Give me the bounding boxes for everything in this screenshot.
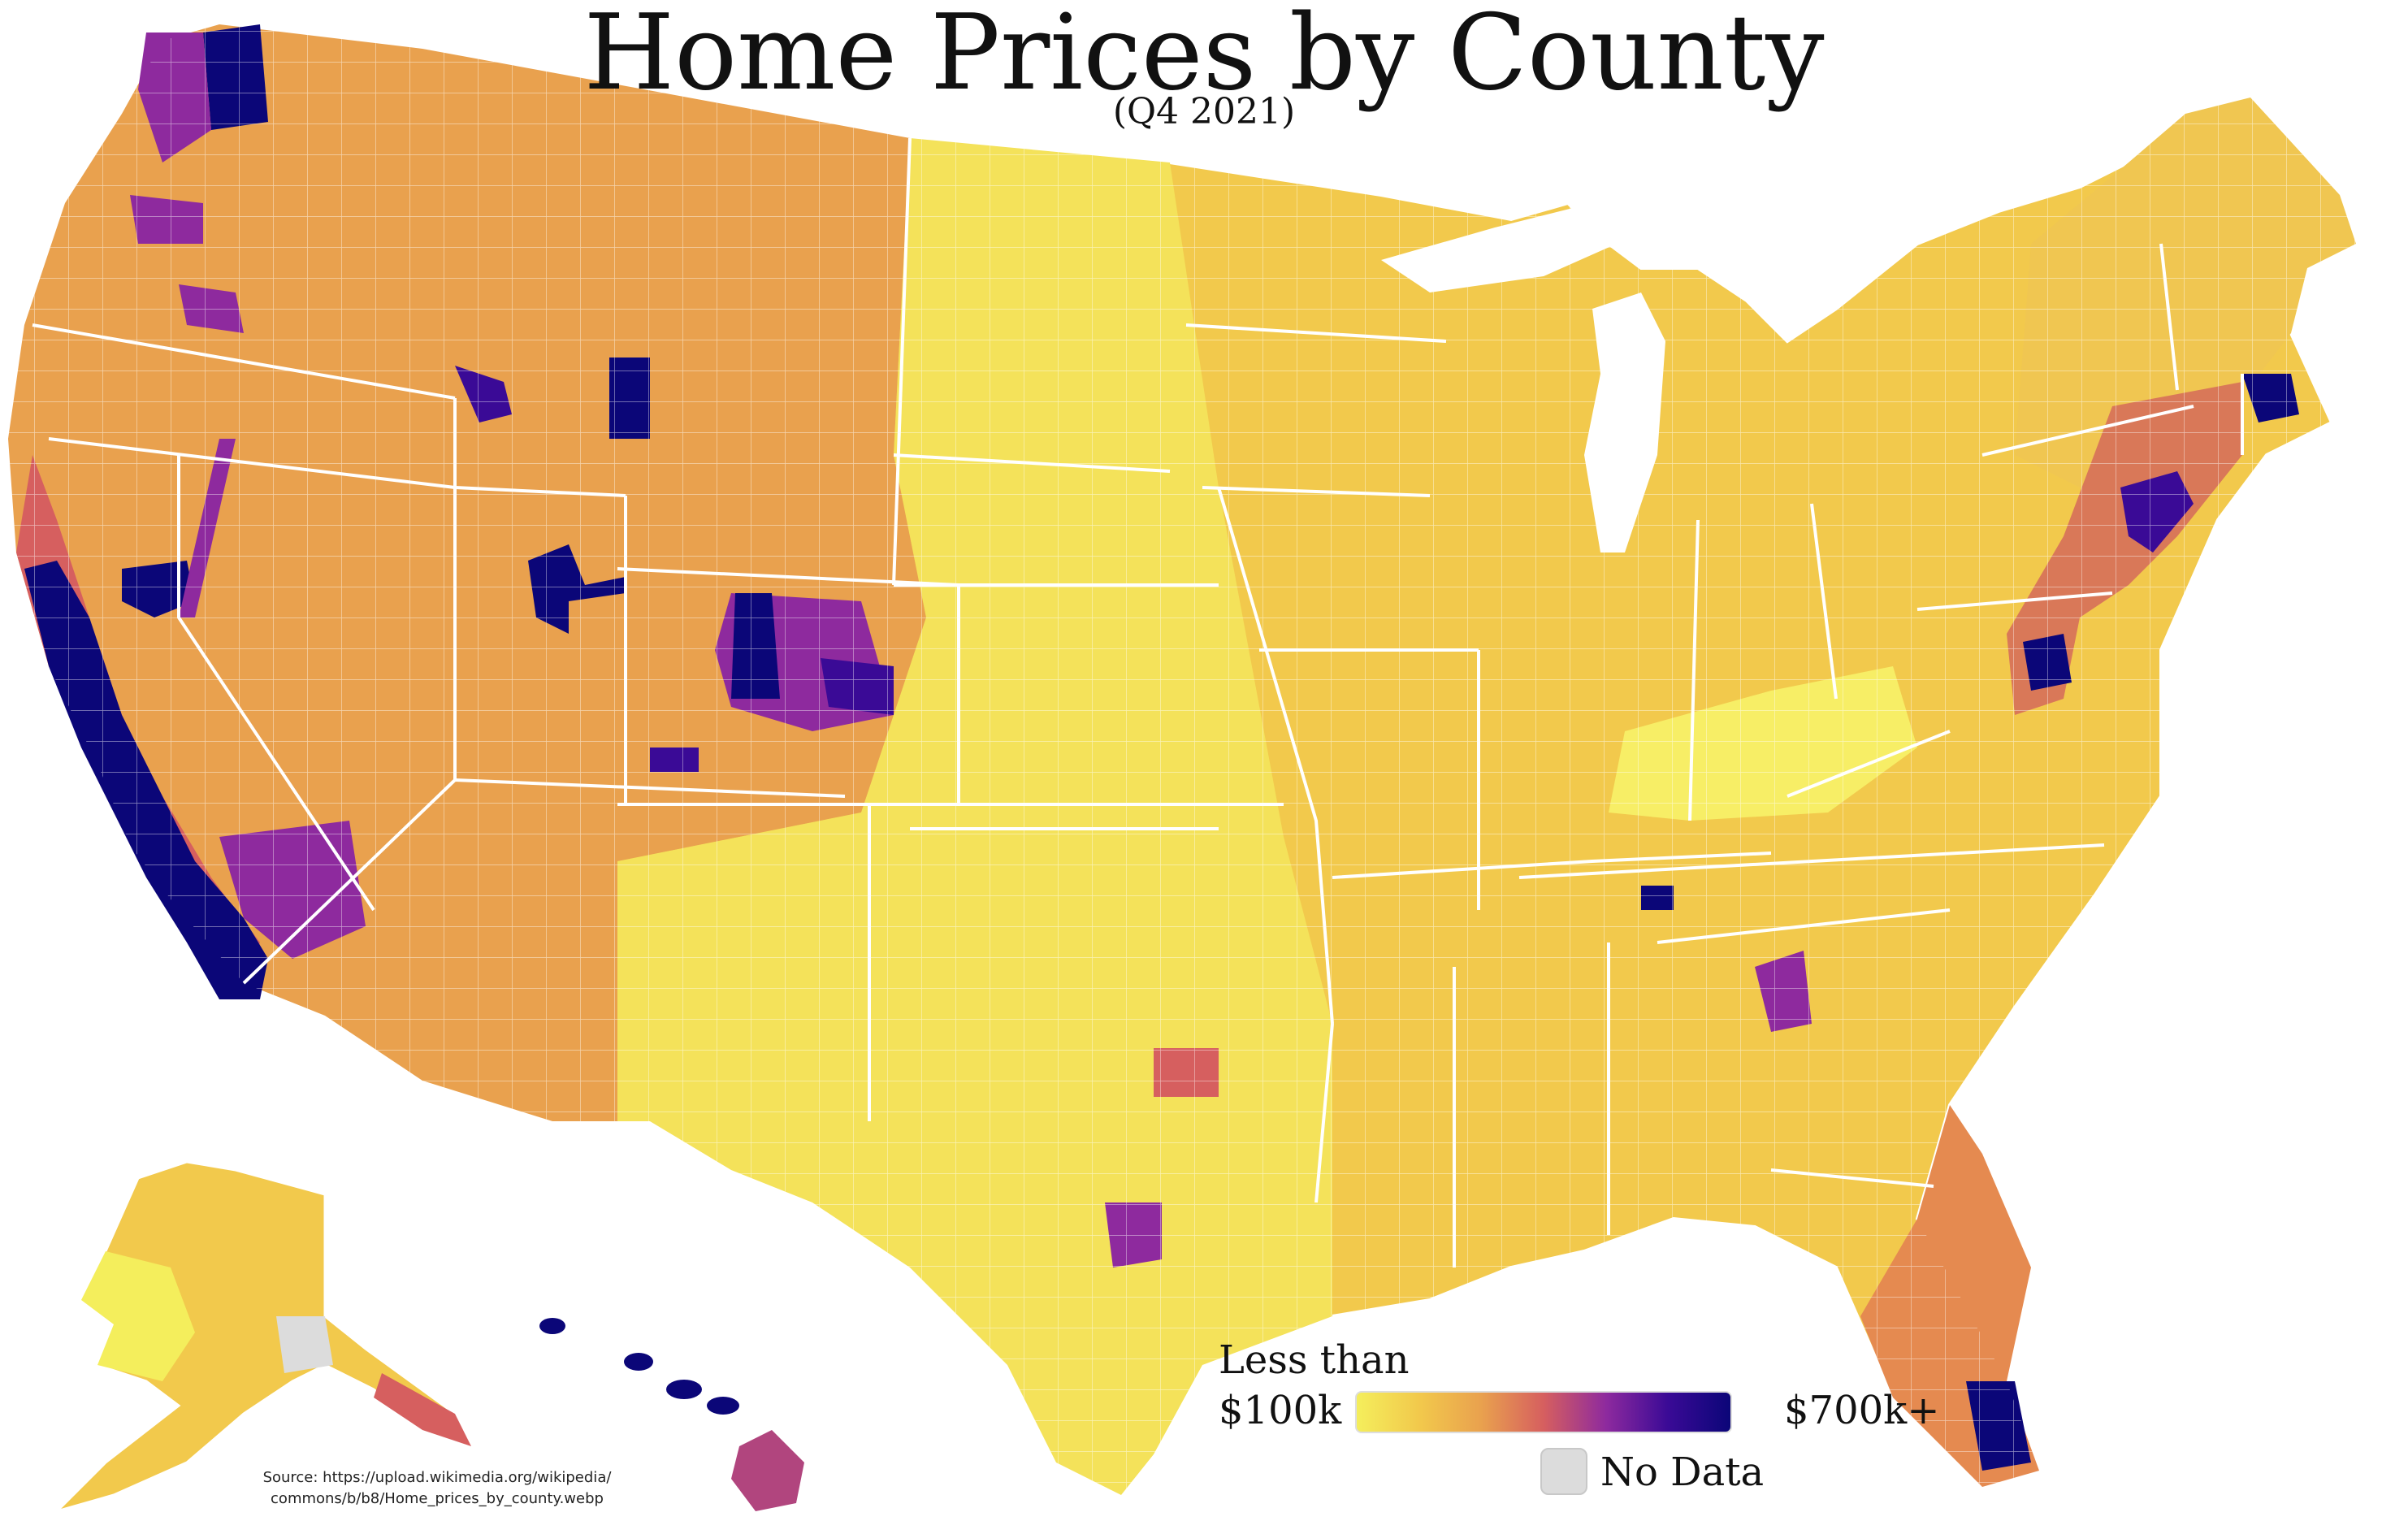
legend-max-label: $700k+ xyxy=(1784,1388,1940,1433)
lake-superior xyxy=(1381,203,1617,292)
no-data-swatch xyxy=(1540,1448,1587,1495)
lake-michigan xyxy=(1584,292,1665,552)
source-citation: Source: https://upload.wikimedia.org/wik… xyxy=(234,1467,640,1510)
source-line-1: Source: https://upload.wikimedia.org/wik… xyxy=(262,1469,612,1486)
alaska-southeast-tint xyxy=(374,1373,471,1446)
map-subtitle: (Q4 2021) xyxy=(1112,91,1296,132)
hawaii-islands xyxy=(539,1318,804,1511)
legend-min-label-line1: Less than xyxy=(1219,1337,1410,1383)
map-title: Home Prices by County xyxy=(583,0,1825,114)
alaska-no-data xyxy=(276,1316,333,1373)
source-line-2: commons/b/b8/Home_prices_by_county.webp xyxy=(271,1490,604,1507)
legend-color-gradient xyxy=(1355,1391,1732,1433)
no-data-label: No Data xyxy=(1600,1450,1765,1495)
county-grid xyxy=(8,24,2356,1495)
legend-min-label-line2: $100k xyxy=(1219,1388,1342,1433)
alaska-shape xyxy=(52,1160,474,1514)
state-borders xyxy=(32,137,2244,1268)
alaska-west-tint xyxy=(81,1251,195,1381)
